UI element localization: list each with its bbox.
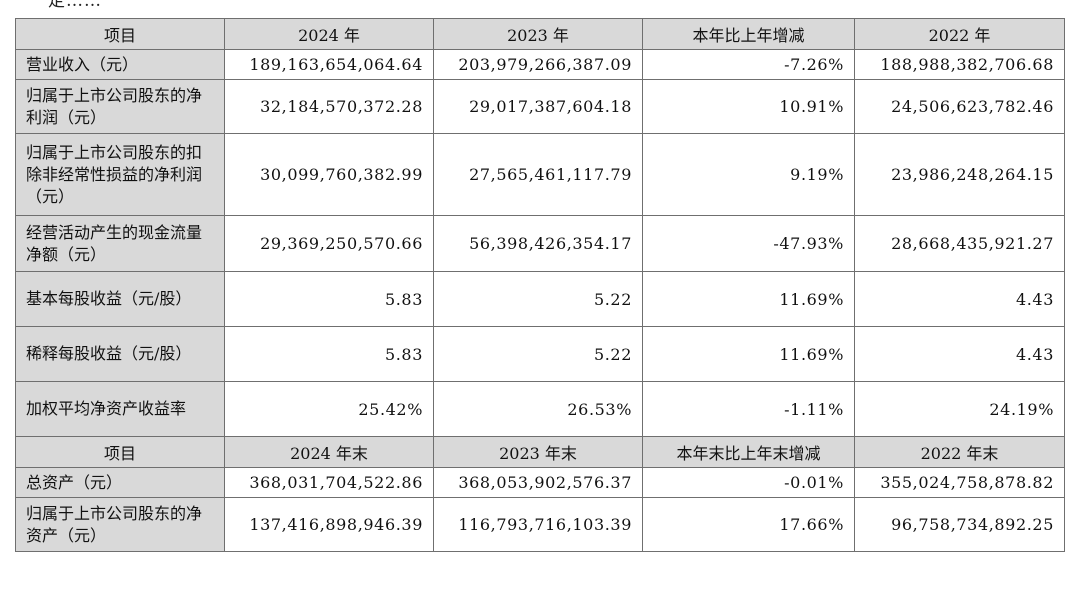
subheader-2022-end: 2022 年末 <box>854 436 1065 468</box>
table-subheader-row: 项目 2024 年末 2023 年末 本年末比上年末增减 2022 年末 <box>15 436 1065 468</box>
cell-2022: 188,988,382,706.68 <box>854 49 1065 80</box>
cell-2022: 4.43 <box>854 326 1065 382</box>
subheader-2024-end: 2024 年末 <box>224 436 434 468</box>
key-financial-indicators-table: 项目 2024 年 2023 年 本年比上年增减 2022 年 营业收入（元） … <box>15 18 1065 552</box>
table-row: 归属于上市公司股东的净利润（元） 32,184,570,372.28 29,01… <box>15 79 1065 134</box>
cell-2022: 4.43 <box>854 271 1065 327</box>
table-row: 营业收入（元） 189,163,654,064.64 203,979,266,3… <box>15 49 1065 80</box>
cell-2024-end: 137,416,898,946.39 <box>224 497 434 552</box>
cell-2022: 23,986,248,264.15 <box>854 133 1065 216</box>
row-label: 营业收入（元） <box>15 49 225 80</box>
cell-2022: 24,506,623,782.46 <box>854 79 1065 134</box>
cell-2023: 5.22 <box>433 271 643 327</box>
cell-2024: 25.42% <box>224 381 434 437</box>
row-label: 归属于上市公司股东的扣除非经常性损益的净利润（元） <box>15 133 225 216</box>
row-label: 总资产（元） <box>15 467 225 498</box>
cell-change: -7.26% <box>642 49 855 80</box>
cell-change: 17.66% <box>642 497 855 552</box>
cell-2024: 189,163,654,064.64 <box>224 49 434 80</box>
cell-2024: 5.83 <box>224 326 434 382</box>
table-row: 经营活动产生的现金流量净额（元） 29,369,250,570.66 56,39… <box>15 215 1065 272</box>
subheader-change: 本年末比上年末增减 <box>642 436 855 468</box>
table-row: 归属于上市公司股东的净资产（元） 137,416,898,946.39 116,… <box>15 497 1065 552</box>
subheader-item: 项目 <box>15 436 225 468</box>
cell-2023-end: 368,053,902,576.37 <box>433 467 643 498</box>
cell-2024: 29,369,250,570.66 <box>224 215 434 272</box>
table-row: 加权平均净资产收益率 25.42% 26.53% -1.11% 24.19% <box>15 381 1065 437</box>
header-item: 项目 <box>15 18 225 50</box>
subheader-2023-end: 2023 年末 <box>433 436 643 468</box>
cell-2023: 27,565,461,117.79 <box>433 133 643 216</box>
row-label: 稀释每股收益（元/股） <box>15 326 225 382</box>
cell-change: -47.93% <box>642 215 855 272</box>
header-change: 本年比上年增减 <box>642 18 855 50</box>
header-2022: 2022 年 <box>854 18 1065 50</box>
cell-2023: 56,398,426,354.17 <box>433 215 643 272</box>
cell-change: 10.91% <box>642 79 855 134</box>
cell-2024: 5.83 <box>224 271 434 327</box>
cell-change: 9.19% <box>642 133 855 216</box>
row-label: 加权平均净资产收益率 <box>15 381 225 437</box>
cell-change: 11.69% <box>642 271 855 327</box>
table-row: 归属于上市公司股东的扣除非经常性损益的净利润（元） 30,099,760,382… <box>15 133 1065 216</box>
table-row: 基本每股收益（元/股） 5.83 5.22 11.69% 4.43 <box>15 271 1065 327</box>
cell-2023-end: 116,793,716,103.39 <box>433 497 643 552</box>
cell-change: -0.01% <box>642 467 855 498</box>
cell-2024: 30,099,760,382.99 <box>224 133 434 216</box>
cell-change: 11.69% <box>642 326 855 382</box>
header-2023: 2023 年 <box>433 18 643 50</box>
table-row: 稀释每股收益（元/股） 5.83 5.22 11.69% 4.43 <box>15 326 1065 382</box>
cell-2022-end: 96,758,734,892.25 <box>854 497 1065 552</box>
row-label: 基本每股收益（元/股） <box>15 271 225 327</box>
cell-2022: 24.19% <box>854 381 1065 437</box>
cell-2024-end: 368,031,704,522.86 <box>224 467 434 498</box>
row-label: 归属于上市公司股东的净利润（元） <box>15 79 225 134</box>
cropped-heading-fragment: 一定…… <box>30 0 102 11</box>
cell-2023: 5.22 <box>433 326 643 382</box>
cell-2024: 32,184,570,372.28 <box>224 79 434 134</box>
row-label: 归属于上市公司股东的净资产（元） <box>15 497 225 552</box>
cell-2023: 26.53% <box>433 381 643 437</box>
header-2024: 2024 年 <box>224 18 434 50</box>
cell-2023: 29,017,387,604.18 <box>433 79 643 134</box>
cell-2022-end: 355,024,758,878.82 <box>854 467 1065 498</box>
cell-change: -1.11% <box>642 381 855 437</box>
table-row: 总资产（元） 368,031,704,522.86 368,053,902,57… <box>15 467 1065 498</box>
cell-2023: 203,979,266,387.09 <box>433 49 643 80</box>
row-label: 经营活动产生的现金流量净额（元） <box>15 215 225 272</box>
table-header-row: 项目 2024 年 2023 年 本年比上年增减 2022 年 <box>15 18 1065 50</box>
cell-2022: 28,668,435,921.27 <box>854 215 1065 272</box>
